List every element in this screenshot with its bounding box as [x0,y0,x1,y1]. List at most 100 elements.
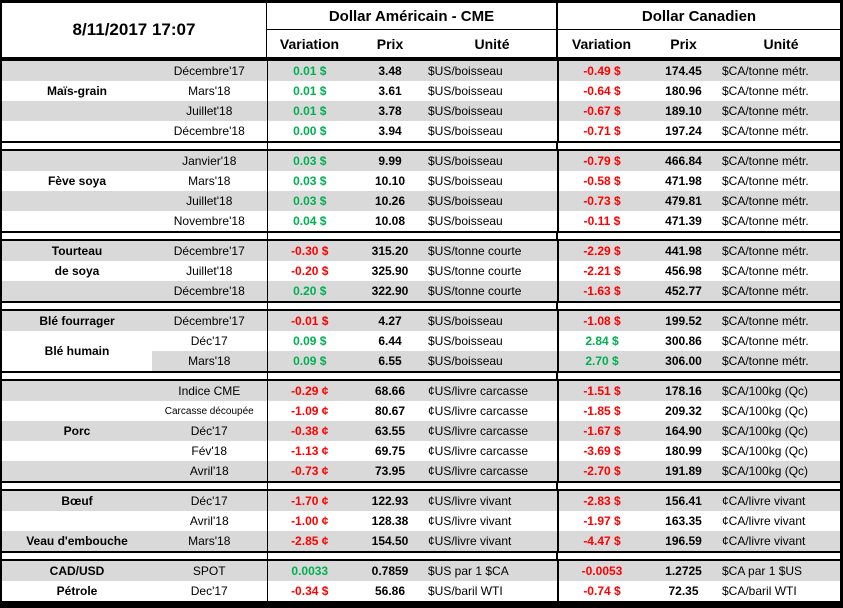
us-variation-cell: -1.13 ¢ [266,441,352,461]
table-row: CAD/USD SPOT 0.0033 0.7859 $US par 1 $CA -0.0… [2,560,840,581]
table-row: Fève soya Mars'18 0.03 $ 10.10 $US/boisseau -… [2,171,840,191]
gap-left [2,553,267,559]
contract-month-cell: Janvier'18 [152,150,267,171]
us-price-cell: 73.95 [352,461,428,482]
table-row: Indice CME -0.29 ¢ 68.66 ¢US/livre carcasse… [2,380,840,401]
us-variation-cell: -1.00 ¢ [266,511,352,531]
ca-unit-cell: $CA/tonne métr. [722,240,840,261]
contract-month-cell: Novembre'18 [173,214,245,228]
ca-variation-cell: -0.74 $ [557,581,645,602]
ca-price-cell: 471.98 [665,174,702,188]
commodity-label [2,511,152,531]
section-table: Décembre'17 0.01 $3.48 $US/boisseau -0.49 $… [2,59,840,143]
contract-month-cell: Juillet'18 [152,191,267,211]
us-variation-cell: -1.70 ¢ [266,490,352,511]
us-unit-cell: $US/tonne courte [428,264,522,278]
ca-variation-cell: -1.85 $ [557,401,645,421]
ca-unit-cell: $CA/tonne métr. [722,310,840,331]
us-unit-cell: $US/boisseau [428,150,558,171]
table-row: Décembre'17 0.01 $3.48 $US/boisseau -0.49 $… [2,60,840,81]
us-price-cell: 10.10 [374,174,406,188]
ca-price-cell: 197.24 [665,124,702,138]
gap-middle [267,303,558,309]
ca-variation-cell: 2.84 $ [557,331,645,351]
us-dollar-group: Dollar Américain - CME Variation Prix Un… [267,3,558,57]
contract-month-cell: Juillet'18 [186,264,233,278]
ca-price-header: Prix [670,35,697,52]
ca-variation-cell: -0.11 $ [557,211,645,232]
timestamp: 8/11/2017 17:07 [2,3,267,57]
ca-variation-cell: -0.71 $ [557,121,645,142]
gap-right [558,233,840,239]
ca-unit-cell: $CA/tonne métr. [722,334,809,348]
gap-left [2,233,267,239]
ca-unit-cell: $CA par 1 $US [722,560,840,581]
gap-middle [267,233,558,239]
us-variation-cell: 0.03 $ [266,191,352,211]
ca-price-cell: 180.99 [665,444,702,458]
us-unit-cell: ¢US/livre carcasse [428,380,558,401]
table-row: Janvier'18 0.03 $9.99 $US/boisseau -0.79 $4… [2,150,840,171]
us-variation-cell: -0.34 $ [266,581,352,602]
commodity-label [2,101,152,121]
contract-month-cell: Avril'18 [152,461,267,482]
ca-variation-cell: -1.51 $ [557,380,645,401]
section-table: Bœuf Déc'17 -1.70 ¢ 122.93 ¢US/livre vivant -… [2,489,840,553]
ca-unit-cell: $CA/tonne métr. [722,214,809,228]
gap-left [2,373,267,379]
us-unit-cell: $US/boisseau [428,174,503,188]
ca-unit-cell: $CA/baril WTI [722,584,797,598]
ca-price-cell: 456.98 [665,264,702,278]
section-table: Blé fourrager Décembre'17 -0.01 $4.27 $US/b… [2,309,840,373]
ca-price-cell: 452.77 [645,281,722,302]
table-row: Blé humain Déc'17 0.09 $6.44 $US/boisseau 2.… [2,331,840,372]
table-header: 8/11/2017 17:07 Dollar Américain - CME V… [2,3,840,59]
table-row: Avril'18 -1.00 ¢ 128.38 ¢US/livre vivant -1.… [2,511,840,531]
us-price-cell: 68.66 [352,380,428,401]
us-unit-cell: $US/tonne courte [428,240,558,261]
gap-middle [267,553,558,559]
commodity-label [2,150,152,171]
ca-unit-cell: $CA/tonne métr. [722,84,809,98]
table-row: Maïs-grain Mars'18 0.01 $ 3.61 $US/boisseau -… [2,81,840,101]
ca-price-cell: 479.81 [645,191,722,211]
us-price-cell: 325.90 [371,264,409,278]
us-unit-cell: ¢US/livre vivant [428,514,512,528]
ca-group-title: Dollar Canadien [558,3,840,30]
us-variation-cell: -0.73 ¢ [266,461,352,482]
contract-month-cell: Décembre'18 [152,281,267,302]
commodity-label [2,401,152,421]
gap-right [558,373,840,379]
ca-variation-cell: 2.70 $ [557,351,645,372]
table-row: Fév'18 -1.13 ¢ 69.75 ¢US/livre carcasse -3.6… [2,441,840,461]
table-row: Pétrole Dec'17 -0.34 $ 56.86 $US/baril WTI -0… [2,581,840,602]
commodity-label: Blé humain [2,331,152,372]
us-price-cell: 315.20 [352,240,428,261]
ca-price-cell: 306.00 [645,351,722,372]
ca-price-cell: 466.84 [645,150,722,171]
commodity-label: Bœuf [2,490,152,511]
us-price-cell: 69.75 [374,444,406,458]
us-variation-cell: 0.20 $ [266,281,352,302]
us-price-cell: 6.44 [378,334,402,348]
ca-unit-cell: $CA/tonne métr. [722,191,840,211]
table-row: Décembre'18 0.00 $ 3.94 $US/boisseau -0.71 $… [2,121,840,142]
contract-month-cell: Fév'18 [191,444,228,458]
table-row: Porc Déc'17 -0.38 ¢ 63.55 ¢US/livre carcasse… [2,421,840,441]
us-price-cell: 154.50 [352,531,428,552]
commodity-label: Blé fourrager [2,310,152,331]
ca-unit-header: Unité [763,35,799,52]
us-column-headers: Variation Prix Unité [267,30,556,57]
ca-variation-cell: -1.63 $ [557,281,645,302]
ca-price-cell: 209.32 [665,404,702,418]
contract-month-cell: SPOT [152,560,267,581]
table-row: Décembre'18 0.20 $322.90 $US/tonne courte -… [2,281,840,302]
us-variation-cell: -0.30 $ [266,240,352,261]
ca-variation-cell: -0.79 $ [557,150,645,171]
ca-variation-cell: -2.70 $ [557,461,645,482]
contract-month-cell: Décembre'18 [173,124,245,138]
contract-month-cell: Déc'17 [152,490,267,511]
table-row: Juillet'18 0.03 $10.26 $US/boisseau -0.73 $… [2,191,840,211]
ca-unit-cell: $CA/tonne métr. [722,60,840,81]
table-row: Veau d'embouche Mars'18 -2.85 ¢ 154.50 ¢US/l… [2,531,840,552]
